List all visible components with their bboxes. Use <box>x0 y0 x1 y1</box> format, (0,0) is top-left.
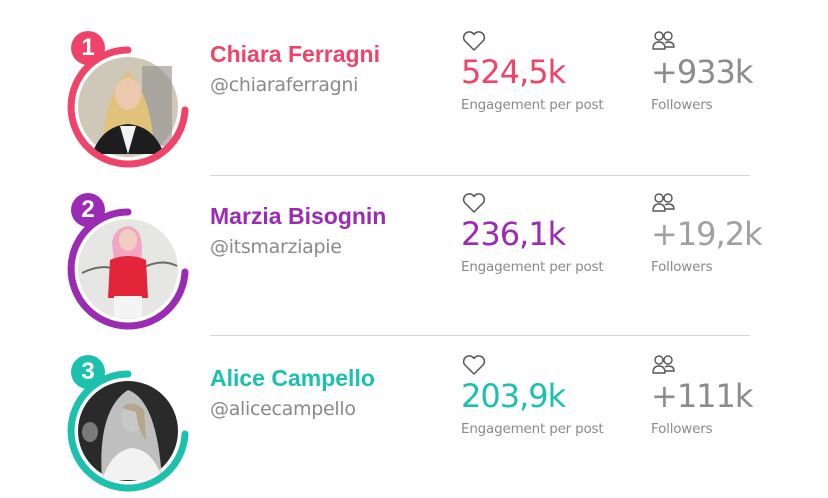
rank-ring <box>67 355 189 492</box>
influencer-name[interactable]: Marzia Bisognin <box>210 203 387 229</box>
divider <box>210 335 750 336</box>
influencer-handle[interactable]: @chiaraferragni <box>210 74 359 96</box>
engagement-value: 203,9k <box>461 377 566 415</box>
followers-label: Followers <box>651 97 713 113</box>
avatar[interactable]: 1 <box>62 26 192 168</box>
heart-icon <box>462 31 486 51</box>
users-icon <box>652 355 675 374</box>
influencer-row-1: 1 Chiara Ferragni @chiaraferragni 524,5k… <box>0 0 828 168</box>
engagement-label: Engagement per post <box>461 259 604 275</box>
rank-badge: 2 <box>81 196 95 223</box>
avatar[interactable]: 2 <box>62 188 192 330</box>
followers-value: +933k <box>651 53 753 91</box>
influencer-name[interactable]: Chiara Ferragni <box>210 41 380 67</box>
engagement-value: 236,1k <box>461 215 566 253</box>
influencer-handle[interactable]: @itsmarziapie <box>210 236 342 258</box>
rank-badge: 3 <box>81 358 95 385</box>
influencer-handle[interactable]: @alicecampello <box>210 398 356 420</box>
engagement-label: Engagement per post <box>461 97 604 113</box>
heart-icon <box>462 193 486 213</box>
avatar[interactable]: 3 <box>62 350 192 492</box>
followers-value: +111k <box>651 377 753 415</box>
followers-label: Followers <box>651 421 713 437</box>
influencer-name[interactable]: Alice Campello <box>210 365 375 391</box>
users-icon <box>652 193 675 212</box>
heart-icon <box>462 355 486 375</box>
rank-badge: 1 <box>81 34 95 61</box>
influencer-row-2: 2 Marzia Bisognin @itsmarziapie 236,1k E… <box>0 162 828 330</box>
followers-label: Followers <box>651 259 713 275</box>
engagement-value: 524,5k <box>461 53 566 91</box>
rank-ring <box>67 193 189 330</box>
engagement-label: Engagement per post <box>461 421 604 437</box>
influencer-row-3: 3 Alice Campello @alicecampello 203,9k E… <box>0 324 828 492</box>
users-icon <box>652 31 675 50</box>
divider <box>210 175 750 176</box>
rank-ring <box>67 31 189 168</box>
followers-value: +19,2k <box>651 215 763 253</box>
